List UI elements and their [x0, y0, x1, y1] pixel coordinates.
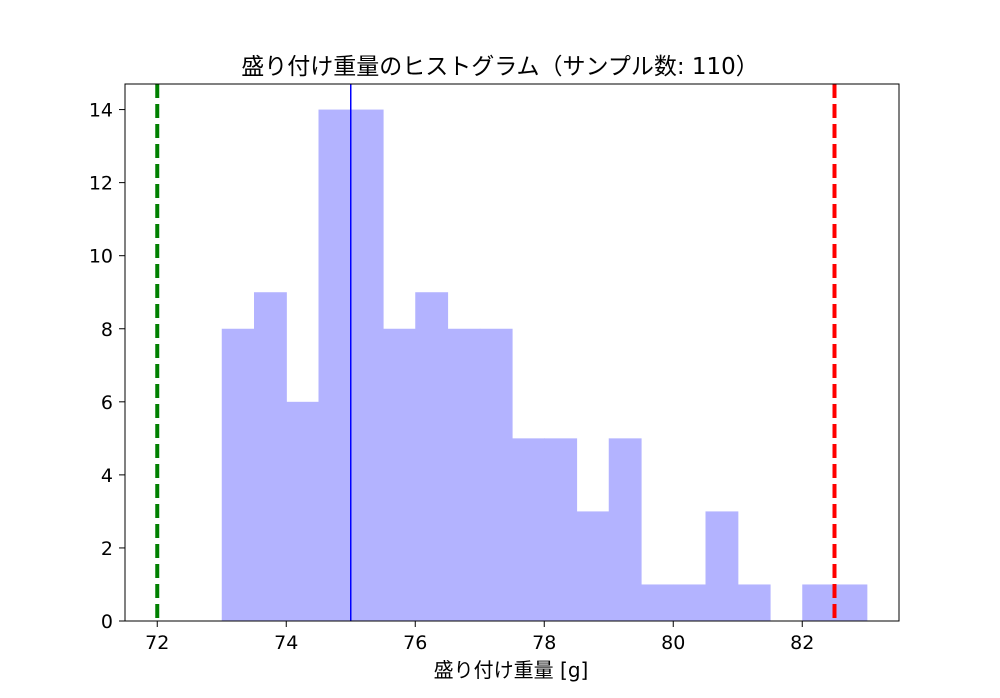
y-tick-label: 4 [101, 465, 113, 487]
histogram-bar [608, 438, 642, 621]
x-axis-label: 盛り付け重量 [g] [434, 658, 589, 682]
x-tick-label: 74 [274, 632, 298, 654]
y-tick-label: 10 [89, 246, 113, 268]
histogram-bar [512, 438, 545, 621]
reference-lines-group [155, 84, 837, 621]
y-axis: 0 2 4 6 8 10 12 14 [89, 100, 125, 633]
plot-frame [124, 83, 900, 622]
histogram-bar [737, 584, 771, 621]
histogram-bar [544, 438, 578, 621]
y-tick-label: 0 [101, 611, 113, 633]
histogram-bar [673, 584, 707, 621]
y-tick-label: 8 [101, 319, 113, 341]
bars-group [221, 109, 868, 622]
x-tick-label: 80 [661, 632, 685, 654]
histogram-bar [254, 292, 287, 621]
chart-title: 盛り付け重量のヒストグラム（サンプル数: 110） [241, 54, 759, 80]
histogram-bar [415, 292, 449, 621]
histogram-bar [641, 584, 674, 621]
x-tick-label: 78 [532, 632, 556, 654]
y-tick-label: 12 [89, 173, 113, 195]
histogram-bar [318, 109, 352, 622]
histogram-bar [705, 511, 739, 621]
histogram-bar [479, 328, 513, 621]
x-tick-label: 72 [145, 632, 169, 654]
histogram-bar [834, 584, 868, 621]
histogram-bar [576, 511, 610, 621]
histogram-bar [350, 109, 384, 622]
histogram-bar [802, 584, 836, 621]
x-axis: 72 74 76 78 80 82 [145, 621, 814, 654]
histogram-bar [286, 401, 320, 621]
histogram-bar [221, 328, 255, 621]
y-tick-label: 14 [89, 100, 113, 122]
x-tick-label: 82 [790, 632, 814, 654]
histogram-bar [447, 328, 481, 621]
x-tick-label: 76 [403, 632, 427, 654]
y-tick-label: 2 [101, 538, 113, 560]
histogram-bar [383, 328, 416, 621]
y-tick-label: 6 [101, 392, 113, 414]
